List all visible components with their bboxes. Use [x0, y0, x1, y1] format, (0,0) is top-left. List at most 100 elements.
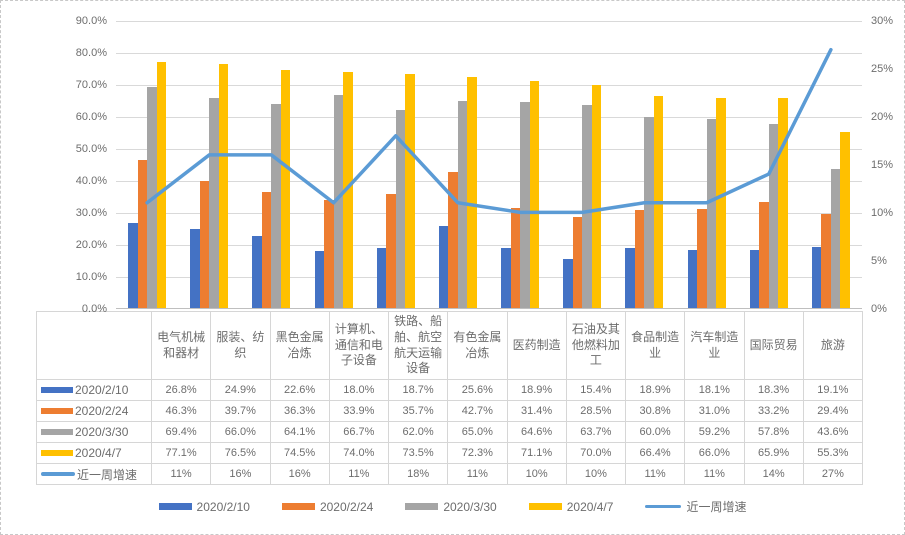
legend-item-2020-2-24: 2020/2/24: [281, 499, 374, 514]
bar-2020-4-7: [591, 84, 602, 308]
growth-line: [147, 50, 831, 213]
bar-2020-4-7: [156, 62, 167, 308]
growth-line-overlay: [116, 21, 862, 308]
bar-2020-3-30: [395, 110, 406, 308]
bar-2020-3-30: [209, 97, 219, 308]
table-value-cell: 39.7%: [210, 400, 271, 422]
y-axis-left-tick: 10.0%: [75, 271, 107, 283]
series-key: 2020/2/24: [41, 404, 151, 418]
legend-label: 2020/2/24: [319, 499, 374, 514]
table-value-cell: 16%: [210, 463, 271, 485]
table-value-cell: 31.4%: [506, 400, 567, 422]
table-value-cell: 11%: [624, 463, 686, 485]
table-row-2020-2-24: 2020/2/24 46.3% 39.7% 36.3% 33.9% 35.7% 42.7% 3…: [36, 400, 864, 422]
bar-2020-3-30: [768, 123, 779, 308]
bar-2020-4-7: [716, 97, 726, 308]
bar-group: [489, 21, 551, 308]
bar-2020-4-7: [840, 131, 850, 308]
table-value-cell: 77.1%: [150, 442, 212, 464]
table-value-cell: 69.4%: [150, 421, 212, 443]
bar-2020-2-24: [697, 209, 707, 308]
gridline: [116, 213, 862, 214]
bar-2020-2-24: [199, 181, 210, 308]
y-axis-left-tick: 50.0%: [75, 143, 107, 155]
bar-2020-2-10: [314, 250, 325, 308]
bar-2020-3-30: [706, 119, 717, 308]
y-axis-right-tick: 0%: [871, 303, 887, 315]
table-value-cell: 65.9%: [743, 442, 804, 464]
y-axis-left-tick: 40.0%: [75, 175, 107, 187]
table-value-cell: 30.8%: [624, 400, 686, 422]
y-axis-right-tick: 5%: [871, 255, 887, 267]
bar-key-icon: [158, 503, 192, 510]
table-corner-cell: [36, 311, 152, 380]
table-value-cell: 66.0%: [210, 421, 271, 443]
category-header-cell: 汽车制造业: [684, 311, 745, 380]
table-value-cell: 11%: [328, 463, 390, 485]
y-axis-right-tick: 15%: [871, 159, 894, 171]
table-value-cell: 25.6%: [447, 379, 508, 401]
table-value-cell: 65.0%: [447, 421, 508, 443]
category-header-cell: 国际贸易: [743, 311, 804, 380]
bar-2020-2-10: [190, 228, 200, 308]
table-value-cell: 27%: [802, 463, 864, 485]
table-row-2020-2-10: 2020/2/10 26.8% 24.9% 22.6% 18.0% 18.7% 25.6% 1…: [36, 379, 864, 401]
table-value-cell: 18.1%: [684, 379, 745, 401]
category-header-cell: 铁路、船舶、航空航天运输设备: [387, 311, 449, 380]
table-value-cell: 66.4%: [624, 442, 686, 464]
bar-2020-2-24: [448, 171, 458, 308]
table-value-cell: 74.5%: [269, 442, 330, 464]
y-axis-left-tick: 20.0%: [75, 239, 107, 251]
legend-item-近一周增速: 近一周增速: [645, 498, 746, 515]
bar-group: [303, 21, 365, 308]
bar-2020-2-10: [376, 248, 387, 308]
table-value-cell: 71.1%: [506, 442, 567, 464]
bar-group: [738, 21, 800, 308]
table-value-cell: 66.7%: [328, 421, 390, 443]
bar-2020-2-10: [438, 226, 449, 308]
bar-2020-2-10: [252, 235, 262, 308]
table-value-cell: 70.0%: [565, 442, 627, 464]
bar-2020-2-24: [261, 192, 272, 308]
table-value-cell: 64.6%: [506, 421, 567, 443]
table-value-cell: 22.6%: [269, 379, 330, 401]
table-value-cell: 18.9%: [624, 379, 686, 401]
bar-2020-2-10: [749, 249, 760, 308]
legend-label: 2020/2/10: [196, 499, 250, 514]
bar-2020-2-24: [634, 209, 645, 308]
y-axis-right-tick: 30%: [871, 15, 894, 27]
table-value-cell: 24.9%: [210, 379, 271, 401]
gridline: [116, 245, 862, 246]
y-axis-right-tick: 10%: [871, 207, 894, 219]
plot-area: [116, 21, 862, 309]
y-axis-left-tick: 80.0%: [75, 47, 107, 59]
table-value-cell: 18.0%: [328, 379, 390, 401]
bar-2020-4-7: [467, 77, 477, 308]
table-value-cell: 29.4%: [802, 400, 864, 422]
category-header-cell: 服装、纺织: [210, 311, 271, 380]
line-key-icon: [41, 472, 75, 476]
table-value-cell: 26.8%: [150, 379, 212, 401]
bar-2020-2-24: [572, 217, 583, 308]
table-value-cell: 55.3%: [802, 442, 864, 464]
y-axis-right: 0% 5% 10% 15% 20% 25% 30%: [862, 15, 904, 315]
gridline: [116, 277, 862, 278]
y-axis-left-tick: 0.0%: [81, 303, 107, 315]
table-value-cell: 72.3%: [447, 442, 508, 464]
bar-group: [676, 21, 738, 308]
bar-key-icon: [41, 450, 73, 456]
bar-2020-2-24: [137, 160, 148, 308]
series-key-cell: 2020/4/7: [36, 442, 152, 464]
series-key: 2020/3/30: [41, 425, 151, 439]
bar-2020-4-7: [405, 73, 415, 308]
y-axis-left: 0.0% 10.0% 20.0% 30.0% 40.0% 50.0% 60.0% 70.0% 8…: [1, 15, 116, 315]
bar-key-icon: [41, 408, 73, 414]
legend-label: 近一周增速: [686, 500, 747, 514]
table-value-cell: 66.0%: [684, 442, 745, 464]
table-value-cell: 33.2%: [743, 400, 804, 422]
legend-label: 2020/4/7: [566, 499, 614, 514]
table-value-cell: 42.7%: [447, 400, 508, 422]
bar-2020-2-24: [510, 207, 521, 308]
bar-2020-3-30: [582, 104, 592, 308]
table-value-cell: 46.3%: [150, 400, 212, 422]
